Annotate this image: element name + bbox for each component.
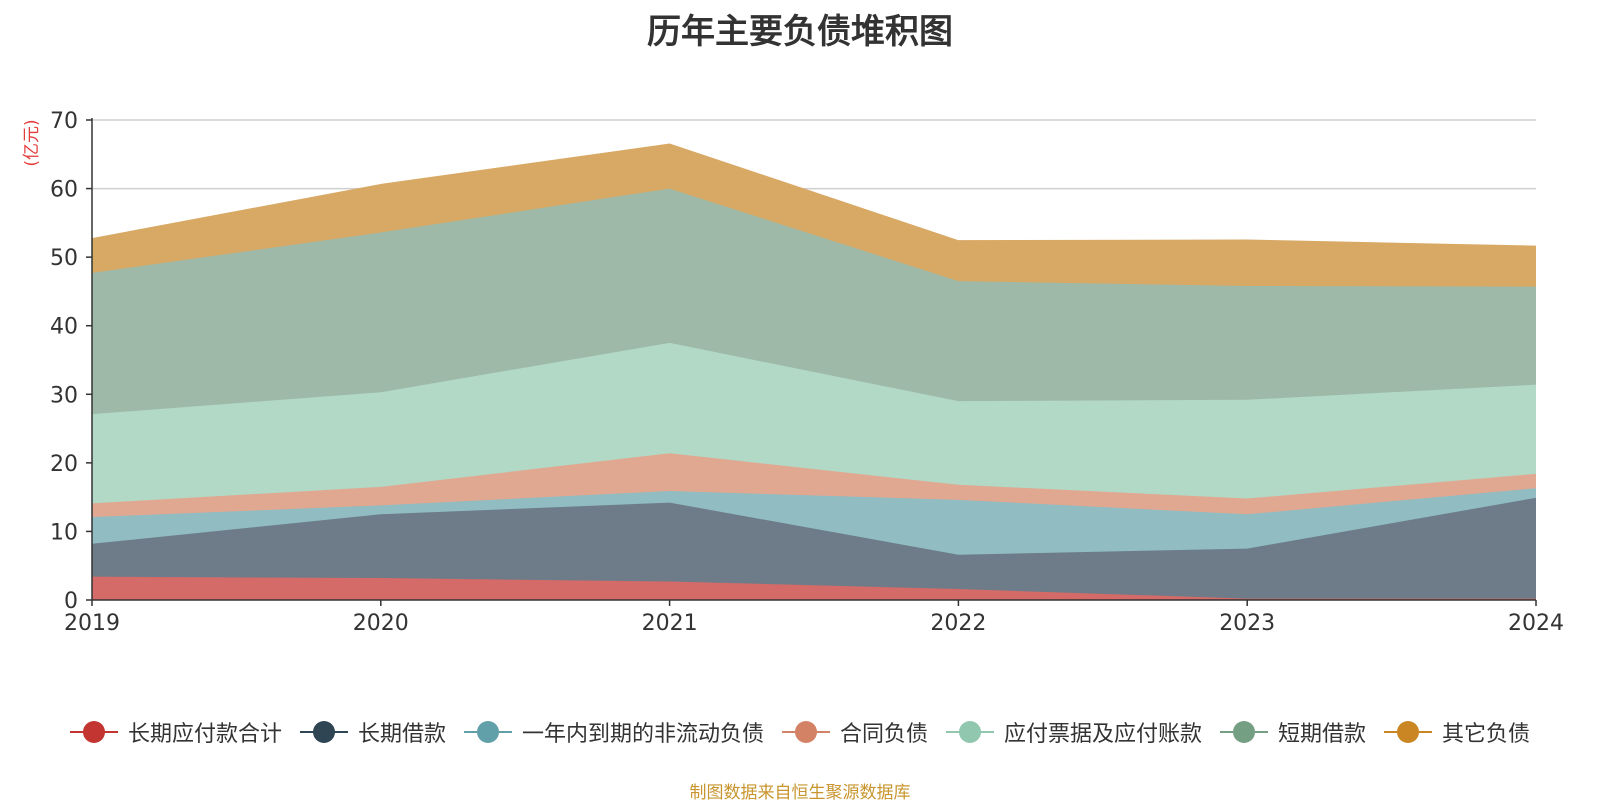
legend-item-2[interactable]: 一年内到期的非流动负债: [463, 716, 764, 748]
legend-item-6[interactable]: 其它负债: [1384, 716, 1530, 748]
x-tick-label: 2022: [930, 611, 986, 636]
legend-label: 短期借款: [1278, 722, 1367, 747]
y-tick-label: 40: [50, 315, 78, 340]
legend-marker-icon: [946, 720, 994, 744]
legend-item-0[interactable]: 长期应付款合计: [69, 716, 282, 748]
y-tick-label: 0: [64, 589, 78, 614]
y-tick-label: 10: [50, 520, 78, 545]
legend-label: 一年内到期的非流动负债: [521, 722, 764, 747]
axes: 0 10 20 30 40 50 60 70 2019 2020 2021 2022 2023 2024: [50, 109, 1564, 636]
y-tick-label: 50: [50, 246, 78, 271]
legend-marker-icon: [1384, 720, 1433, 744]
legend-marker-icon: [1220, 720, 1269, 744]
x-tick-label: 2019: [64, 611, 120, 636]
legend-label: 长期应付款合计: [127, 722, 282, 747]
area-series-0[interactable]: [92, 576, 1536, 600]
area-series-1[interactable]: [92, 497, 1536, 599]
area-series-5[interactable]: [92, 188, 1536, 415]
source-note: 制图数据来自恒生聚源数据库: [689, 783, 911, 803]
legend-marker-icon: [463, 720, 512, 744]
legend: 长期应付款合计 长期借款 一年内到期的非流动负债 合同负债 应付票据及应付账款 短期借款 其…: [0, 716, 1600, 748]
legend-item-3[interactable]: 合同负债: [781, 716, 928, 748]
area-series: [91, 143, 1537, 600]
x-tick-label: 2021: [642, 611, 698, 636]
area-series-2[interactable]: [92, 488, 1536, 555]
legend-label: 合同负债: [839, 722, 928, 747]
y-tick-label: 20: [50, 452, 78, 477]
legend-label: 其它负债: [1442, 722, 1531, 747]
legend-marker-icon: [69, 720, 118, 744]
y-tick-label: 60: [50, 178, 78, 203]
legend-marker-icon: [299, 720, 348, 744]
legend-item-1[interactable]: 长期借款: [299, 716, 446, 748]
legend-marker-icon: [781, 720, 830, 744]
x-tick-label: 2024: [1508, 611, 1564, 636]
x-tick-label: 2023: [1219, 611, 1275, 636]
series-line-6: [91, 143, 1537, 247]
y-axis-unit-label: (亿元): [22, 119, 42, 166]
legend-label: 长期借款: [357, 722, 446, 747]
legend-label: 应付票据及应付账款: [1004, 722, 1203, 747]
chart-title: 历年主要负债堆积图: [647, 12, 953, 52]
area-series-3[interactable]: [92, 453, 1536, 518]
y-tick-label: 30: [50, 383, 78, 408]
area-series-4[interactable]: [92, 342, 1536, 504]
legend-item-4[interactable]: 应付票据及应付账款: [946, 716, 1202, 748]
y-tick-label: 70: [50, 109, 78, 134]
area-series-6[interactable]: [92, 144, 1536, 287]
x-tick-label: 2020: [353, 611, 409, 636]
legend-item-5[interactable]: 短期借款: [1220, 716, 1366, 748]
